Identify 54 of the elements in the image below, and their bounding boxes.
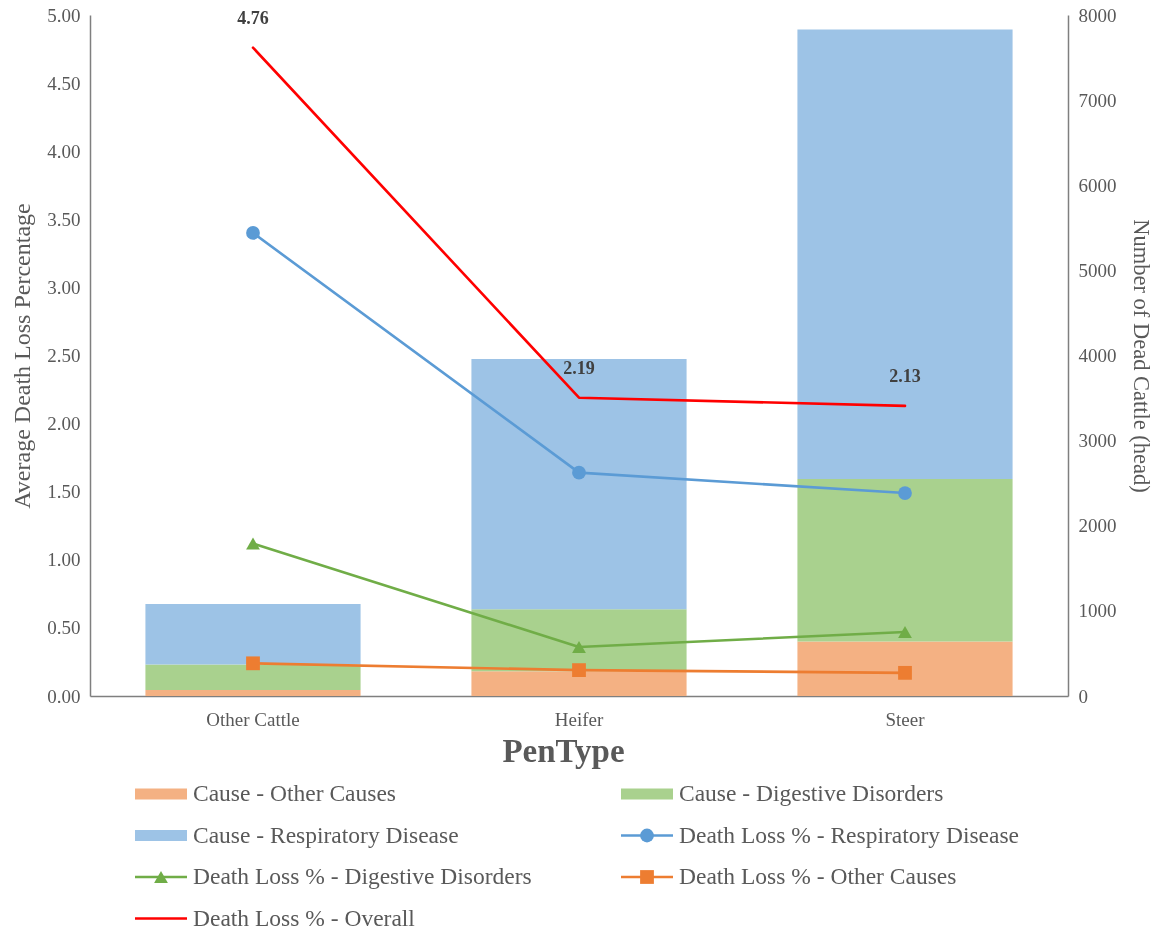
y-tick-label: 4.50: [47, 72, 81, 94]
legend-label: Cause - Digestive Disorders: [679, 780, 944, 806]
data-label: 4.76: [237, 7, 269, 28]
y-tick-label: 0.50: [47, 617, 81, 639]
y-tick-label: 2.50: [47, 345, 81, 366]
y-tick-label: 4.00: [47, 140, 81, 162]
point: [572, 663, 586, 678]
legend-label: Cause - Other Causes: [193, 780, 396, 806]
bar: [797, 29, 1013, 479]
data-label: 2.13: [889, 365, 921, 386]
bar: [471, 671, 687, 696]
point: [246, 537, 260, 550]
y2-tick-label: 0: [1078, 685, 1088, 707]
y2-tick-label: 7000: [1078, 89, 1117, 111]
y-tick-label: 0.00: [47, 685, 81, 707]
bar: [145, 690, 361, 696]
y2-tick-label: 1000: [1078, 600, 1117, 622]
y2-tick-label: 4000: [1078, 345, 1117, 366]
y-axis-title: Average Death Loss Percentage: [9, 203, 36, 509]
x-axis-title: PenType: [502, 732, 625, 769]
point: [898, 665, 912, 680]
y2-tick-label: 2000: [1078, 515, 1117, 537]
y2-tick-label: 5000: [1078, 259, 1117, 281]
y-tick-label: 5.00: [47, 4, 81, 26]
point: [246, 226, 260, 240]
legend-label: Cause - Respiratory Disease: [193, 821, 459, 848]
x-tick-label: Heifer: [554, 708, 604, 730]
y-tick-label: 3.50: [47, 208, 81, 230]
y2-axis-title: Number of Dead Cattle (head): [1128, 219, 1154, 493]
point: [572, 641, 586, 653]
y-tick-label: 3.00: [47, 276, 81, 298]
bar: [797, 641, 1013, 696]
point: [898, 486, 912, 500]
bar: [471, 358, 687, 610]
point: [246, 656, 260, 671]
point: [898, 626, 912, 638]
bar: [145, 664, 361, 691]
data-label: 2.19: [563, 357, 595, 378]
legend-label: Death Loss % - Digestive Disorders: [193, 863, 532, 889]
y-tick-label: 1.00: [47, 549, 81, 571]
point: [572, 465, 586, 480]
legend-label: Death Loss % - Overall: [193, 904, 416, 931]
y2-tick-label: 6000: [1078, 174, 1117, 196]
bar: [471, 609, 687, 672]
legend-label: Death Loss % - Other Causes: [679, 863, 957, 889]
x-tick-label: Other Cattle: [206, 708, 300, 730]
y-tick-label: 2.00: [47, 413, 81, 435]
y-tick-label: 1.50: [47, 481, 81, 503]
bar: [797, 478, 1013, 642]
y2-tick-label: 8000: [1078, 4, 1117, 26]
bar: [145, 604, 361, 665]
y2-tick-label: 3000: [1078, 430, 1117, 452]
x-tick-label: Steer: [885, 708, 926, 730]
legend-label: Death Loss % - Respiratory Disease: [679, 821, 1020, 848]
